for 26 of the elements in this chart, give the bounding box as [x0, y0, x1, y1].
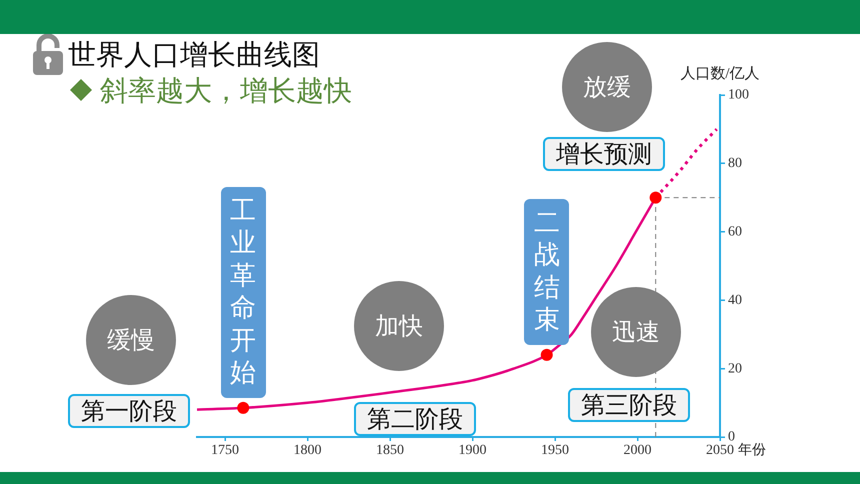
- x-tick-label: 2000: [624, 443, 652, 458]
- annotation: 放缓: [582, 73, 632, 101]
- chart-title: 世界人口增长曲线图: [68, 38, 320, 72]
- annotation: 迅速: [611, 318, 661, 346]
- x-tick-label: 1800: [294, 443, 322, 458]
- x-tick-label: 1850: [376, 443, 404, 458]
- text: 缓慢: [106, 326, 156, 354]
- y-tick-label: 40: [728, 292, 742, 308]
- x-tick-label: 1900: [458, 443, 487, 458]
- annotation: 工业革命开始: [229, 194, 258, 390]
- x-tick-label: 1750: [211, 443, 240, 458]
- x-tick-label: 2050: [706, 443, 734, 458]
- y-tick-label: 60: [728, 224, 742, 240]
- chart-subtitle: 斜率越大，增长越快: [100, 74, 352, 108]
- y-tick-label: 20: [728, 361, 742, 376]
- y-tick-label: 100: [728, 88, 749, 103]
- x-axis-title: 年份: [738, 442, 766, 459]
- x-tick-label: 1950: [541, 443, 570, 458]
- point: [650, 192, 662, 204]
- point: [540, 348, 553, 361]
- annotation: 二战结束: [532, 206, 561, 337]
- point: [237, 402, 250, 414]
- y-tick-label: 80: [728, 156, 742, 172]
- y-tick-label: 0: [728, 430, 735, 445]
- y-axis-title: 人口数/亿人: [679, 65, 761, 83]
- annotation: 加快: [374, 312, 424, 340]
